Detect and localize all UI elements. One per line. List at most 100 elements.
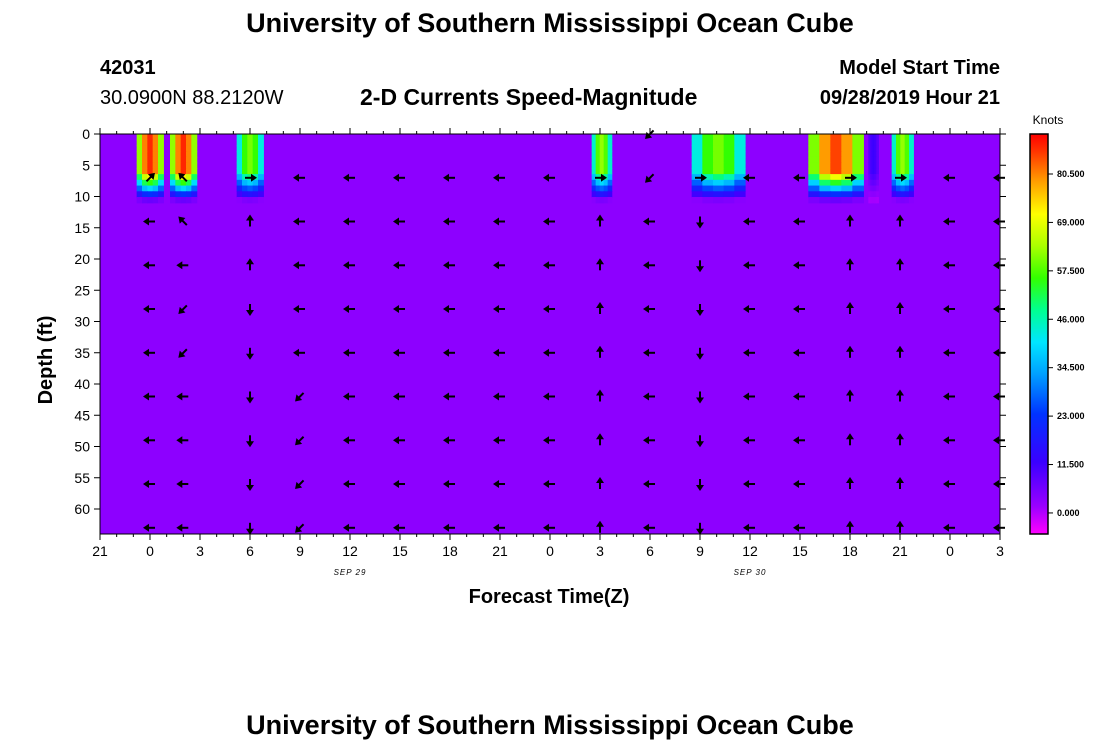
current-vector-head <box>493 392 499 401</box>
current-vector <box>596 214 604 227</box>
speed-patch-5-cell <box>830 162 842 169</box>
speed-patch-6-cell <box>870 185 873 192</box>
current-vector-head <box>643 480 649 488</box>
current-vector-head <box>251 173 257 182</box>
current-vector <box>143 523 155 532</box>
current-vector-head <box>596 258 604 265</box>
current-vector-head <box>246 353 254 360</box>
current-vector-head <box>443 348 449 357</box>
speed-patch-7-cell <box>891 191 897 198</box>
current-vector <box>643 261 655 270</box>
speed-patch-2-cell <box>242 179 248 187</box>
speed-patch-0-cell <box>152 134 159 141</box>
speed-patch-5-cell <box>841 191 853 198</box>
current-vector-head <box>793 348 799 357</box>
y-tick-label: 45 <box>74 407 90 423</box>
speed-patch-3-cell <box>599 179 605 187</box>
speed-patch-1-cell <box>170 162 176 169</box>
current-vector-head <box>293 305 299 313</box>
current-vector <box>178 216 188 226</box>
current-vector <box>393 436 405 445</box>
current-vector-head <box>896 214 904 221</box>
current-vector-head <box>993 305 999 313</box>
current-vector <box>793 436 805 445</box>
speed-patch-2-cell <box>242 145 248 152</box>
current-vector-head <box>343 392 349 401</box>
current-vector-head <box>443 436 449 445</box>
speed-patch-0-cell <box>152 145 159 152</box>
current-vector <box>143 480 155 488</box>
speed-patch-0-cell <box>142 185 148 192</box>
speed-patch-2-cell <box>242 191 248 198</box>
speed-patch-3-cell <box>599 156 605 164</box>
speed-patch-4-cell <box>723 151 735 158</box>
speed-patch-3-cell <box>591 179 597 187</box>
speed-patch-1-cell <box>180 134 187 141</box>
speed-patch-6-cell <box>876 151 879 158</box>
current-vector-head <box>846 214 854 221</box>
speed-patch-6-cell <box>872 145 875 152</box>
speed-patch-7-cell <box>904 156 910 164</box>
speed-patch-4-cell <box>702 197 714 204</box>
current-vector <box>143 348 155 357</box>
current-vector <box>293 261 305 270</box>
y-tick-label: 50 <box>74 439 90 455</box>
current-vector <box>343 348 355 357</box>
speed-patch-4-cell <box>734 139 746 147</box>
speed-patch-2-cell <box>247 168 254 175</box>
current-vector <box>343 261 355 270</box>
current-vector <box>543 305 555 313</box>
speed-patch-4-cell <box>702 162 714 169</box>
current-vector <box>246 435 254 448</box>
speed-patch-3-cell <box>599 162 605 169</box>
speed-patch-6-cell <box>874 191 877 198</box>
speed-patch-6-cell <box>872 174 875 181</box>
colorbar-title: Knots <box>1033 113 1064 127</box>
current-vector <box>245 173 257 182</box>
current-vector <box>596 520 604 533</box>
current-vector-head <box>295 481 303 489</box>
speed-patch-5-cell <box>830 156 842 164</box>
speed-patch-1-cell <box>175 191 182 198</box>
current-vector-head <box>643 305 649 313</box>
speed-patch-2-cell <box>258 162 264 169</box>
current-vector-head <box>393 173 399 182</box>
speed-patch-4-cell <box>723 162 735 169</box>
speed-patch-3-cell <box>607 139 613 147</box>
speed-patch-1-cell <box>175 162 182 169</box>
current-vector-head <box>743 480 749 488</box>
current-vector-head <box>743 523 749 532</box>
current-vector <box>596 345 604 358</box>
speed-patch-2-cell <box>247 197 254 204</box>
speed-patch-0-cell <box>142 168 148 175</box>
y-tick-label: 10 <box>74 189 90 205</box>
current-vector-head <box>846 302 854 308</box>
speed-patch-3-cell <box>595 145 601 152</box>
speed-patch-3-cell <box>607 197 613 204</box>
x-tick-label: 15 <box>792 543 808 559</box>
current-vector <box>643 217 655 226</box>
speed-patch-5-cell <box>819 162 831 169</box>
current-vector <box>543 348 555 357</box>
current-vector <box>443 305 455 313</box>
current-vector-head <box>793 217 799 226</box>
speed-patch-0-cell <box>152 191 159 198</box>
current-vector <box>896 258 904 271</box>
current-vector <box>295 436 305 446</box>
current-vector <box>793 261 805 270</box>
speed-patch-0-cell <box>136 139 143 147</box>
speed-patch-6-cell <box>874 134 877 141</box>
current-vector <box>493 261 505 270</box>
speed-patch-1-cell <box>191 197 198 204</box>
speed-patch-0-cell <box>142 197 148 204</box>
speed-patch-7-cell <box>909 168 914 175</box>
speed-patch-5-cell <box>819 168 831 175</box>
current-vector-head <box>993 173 999 182</box>
current-vector <box>846 302 854 314</box>
current-vector <box>896 214 904 227</box>
current-vector <box>695 173 707 182</box>
speed-patch-2-cell <box>247 179 254 187</box>
speed-patch-7-cell <box>909 139 914 147</box>
speed-patch-5-cell <box>852 191 864 198</box>
date-label: SEP 29 <box>334 568 367 577</box>
